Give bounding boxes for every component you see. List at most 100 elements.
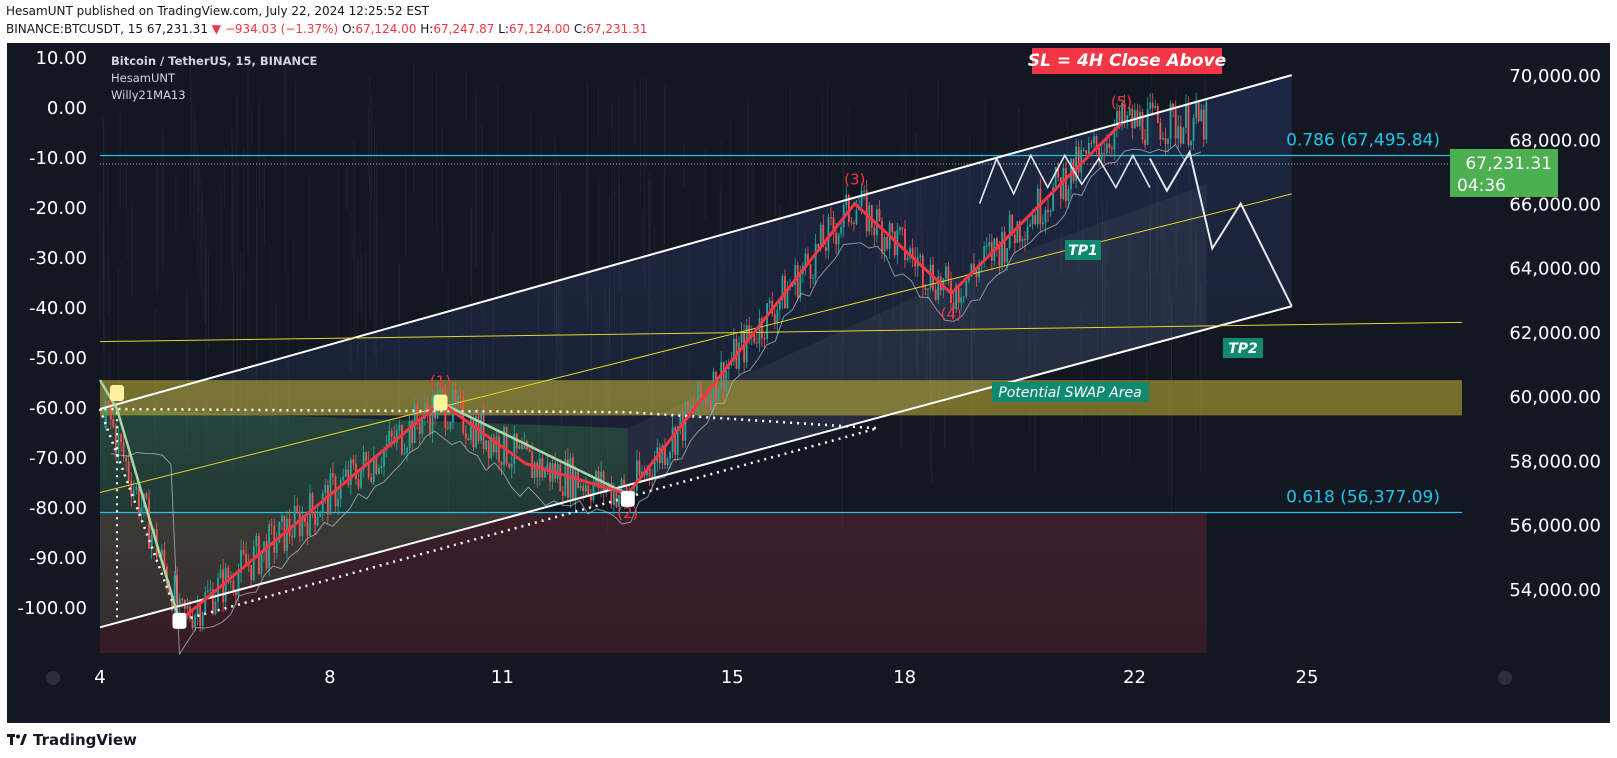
candle-body	[533, 462, 536, 478]
candle-body	[449, 422, 452, 429]
candle-body	[1128, 108, 1131, 116]
candle-body	[263, 541, 265, 552]
right-axis-tick: 64,000.00	[1509, 259, 1601, 280]
tradingview-logo[interactable]: TradingView	[7, 731, 137, 749]
candle-body	[237, 572, 240, 596]
candle-body	[1093, 136, 1095, 144]
candle-body	[559, 464, 562, 492]
left-axis-tick: -100.00	[18, 598, 87, 619]
candle-body	[1044, 209, 1047, 223]
candle-body	[694, 409, 697, 412]
chart-frame[interactable]: 0.786 (67,495.84) 0.618 (56,377.09) (1) (2)…	[7, 43, 1610, 723]
candle-body	[370, 476, 373, 483]
candle-body	[1100, 152, 1103, 160]
candle-body	[273, 525, 276, 553]
candle-body	[855, 210, 858, 225]
candle-body	[1154, 106, 1157, 109]
fib-level-label: 0.786 (67,495.84)	[1286, 131, 1440, 151]
candle-body	[510, 463, 513, 468]
chart-canvas[interactable]: 0.786 (67,495.84) 0.618 (56,377.09) (1) (2)…	[7, 43, 1610, 723]
candle-body	[929, 264, 932, 289]
candle-body	[699, 381, 702, 400]
candle-body	[697, 381, 700, 410]
candle-body	[446, 427, 449, 429]
candle-body	[270, 524, 273, 526]
candle-body	[909, 248, 912, 258]
wave-label: (5)	[1111, 93, 1132, 111]
candle-body	[490, 438, 493, 458]
candle-body	[298, 511, 301, 537]
candle-body	[934, 289, 937, 300]
candle-body	[952, 302, 955, 310]
candle-body	[127, 461, 130, 481]
candle-body	[641, 471, 643, 476]
candle-body	[830, 217, 832, 219]
candle-body	[809, 264, 812, 279]
candle-body	[814, 243, 817, 279]
candle-body	[112, 419, 115, 427]
candle-body	[983, 246, 986, 262]
candle-body	[464, 432, 467, 439]
candle-body	[120, 434, 122, 443]
candle-body	[319, 512, 322, 517]
candle-body	[178, 598, 181, 605]
candle-body	[1182, 127, 1185, 144]
candle-body	[1195, 102, 1198, 118]
candle-body	[761, 318, 763, 339]
price-box-value: 67,231.31	[1465, 154, 1552, 174]
candle-body	[342, 476, 345, 481]
zoom-reset-icon	[46, 671, 60, 685]
candle-body	[492, 438, 495, 453]
candle-body	[380, 466, 383, 469]
candle-body	[314, 511, 316, 526]
candle-body	[1054, 167, 1057, 187]
projection-line	[1148, 149, 1293, 307]
candle-body	[638, 460, 641, 476]
candle-body	[316, 516, 319, 526]
channel-upper	[99, 74, 1293, 410]
candle-body	[418, 422, 421, 434]
candle-body	[137, 486, 140, 514]
candle-body	[372, 457, 375, 483]
candle-body	[1139, 112, 1141, 127]
candle-body	[176, 575, 179, 605]
candle-body	[421, 418, 424, 434]
candle-body	[242, 549, 245, 554]
willy-ma-line	[111, 143, 1202, 656]
candle-body	[674, 427, 677, 455]
candle-body	[615, 488, 618, 507]
legend-author: HesamUNT	[111, 71, 176, 85]
candle-body	[255, 535, 258, 547]
candle-body	[648, 468, 651, 476]
candle-body	[485, 440, 488, 450]
legend-title: Bitcoin / TetherUS, 15, BINANCE	[111, 54, 318, 68]
candle-body	[799, 274, 802, 298]
candle-body	[766, 303, 768, 340]
candle-body	[807, 253, 809, 265]
auto-scale-icon	[1498, 671, 1512, 685]
candle-body	[965, 280, 968, 297]
candle-body	[1116, 110, 1118, 129]
candle-body	[996, 238, 998, 247]
candle-body	[883, 236, 886, 252]
candle-body	[114, 426, 117, 453]
candle-body	[408, 421, 411, 449]
candle-body	[886, 236, 889, 249]
candle-body	[196, 605, 199, 615]
candle-body	[1159, 122, 1162, 140]
candle-body	[303, 515, 306, 523]
candle-body	[906, 257, 909, 261]
candle-body	[1197, 102, 1200, 122]
candle-body	[1016, 221, 1019, 243]
x-axis-tick: 18	[893, 667, 916, 688]
candle-body	[163, 549, 166, 567]
candle-body	[1177, 126, 1180, 139]
candle-body	[347, 469, 350, 485]
candle-body	[232, 581, 235, 593]
candle-body	[1151, 102, 1154, 109]
candle-body	[186, 606, 189, 609]
candle-body	[306, 522, 309, 536]
candle-body	[250, 564, 253, 580]
candle-body	[947, 266, 950, 281]
pivot-marker	[172, 612, 187, 629]
